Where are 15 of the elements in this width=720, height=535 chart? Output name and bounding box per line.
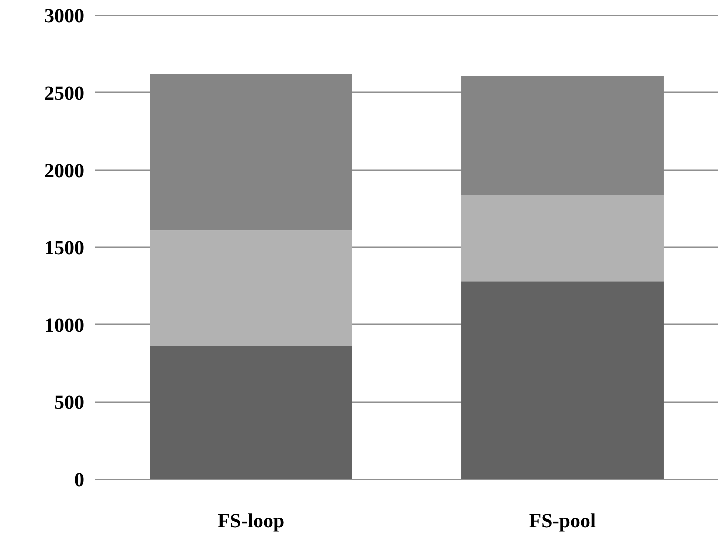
- bar: [150, 74, 352, 231]
- bar: [150, 346, 352, 480]
- y-tick-label: 1500: [44, 238, 84, 260]
- y-tick-label: 1000: [44, 314, 84, 337]
- bar: [462, 76, 664, 196]
- x-tick-label: FS-pool: [529, 510, 597, 532]
- y-tick-label: 2000: [44, 160, 84, 182]
- y-tick-label: 500: [54, 392, 84, 414]
- y-tick-label: 2500: [44, 82, 84, 105]
- x-tick-label: FS-loop: [218, 510, 285, 532]
- bar: [462, 195, 664, 282]
- y-tick-label: 0: [74, 470, 84, 492]
- y-tick-label: 3000: [44, 6, 84, 28]
- bar: [462, 282, 664, 480]
- bar: [150, 230, 352, 347]
